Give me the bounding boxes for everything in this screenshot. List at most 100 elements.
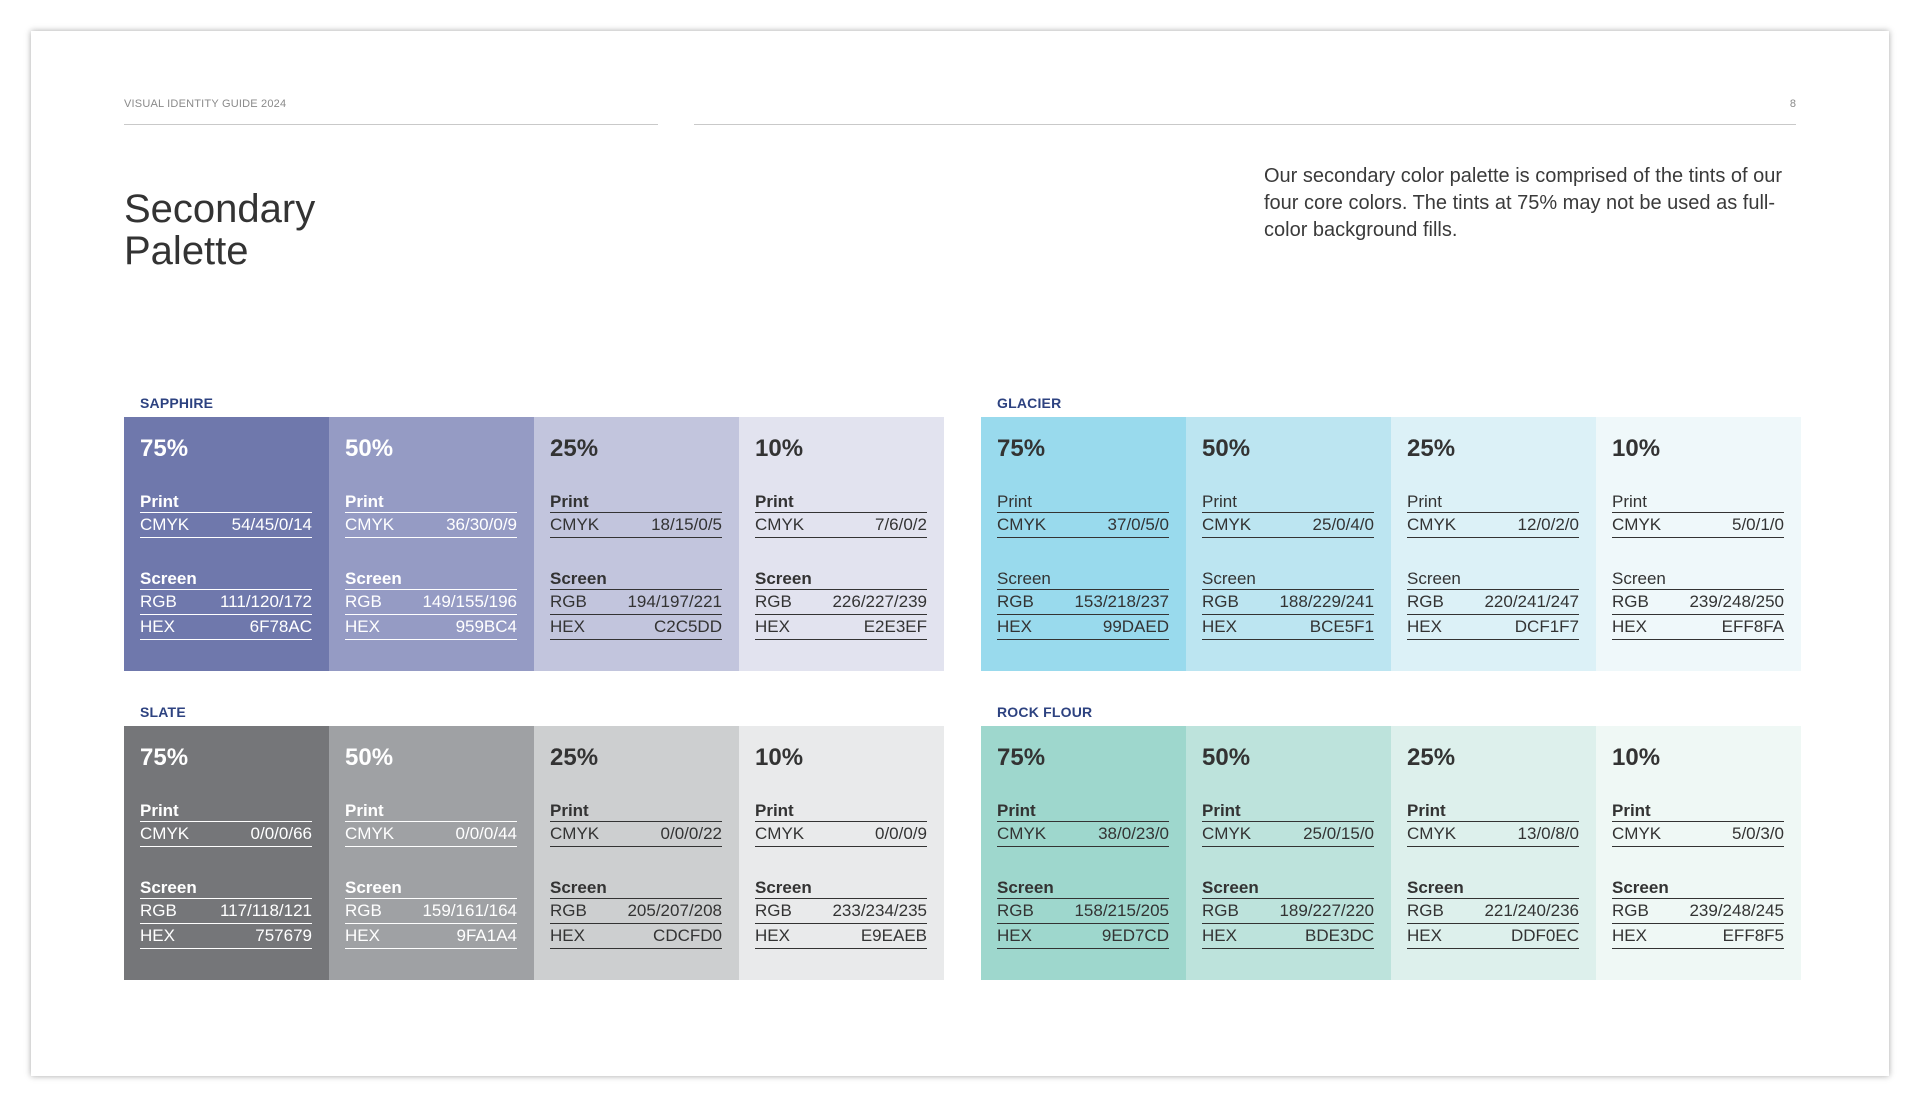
rgb-value: 239/248/245 [1689, 901, 1784, 920]
spacer [1202, 847, 1374, 877]
screen-label: Screen [755, 569, 812, 588]
tint-percentage: 25% [1407, 744, 1456, 771]
palette-group-glacier: GLACIER 75% Print CMYK 37/0/5/0 Screen RGB 153/… [981, 395, 1801, 671]
screen-label: Screen [1202, 569, 1256, 588]
hex-value: DCF1F7 [1514, 617, 1579, 636]
cmyk-label: CMYK [550, 515, 600, 534]
spacer [997, 847, 1169, 877]
cmyk-value: 18/15/0/5 [651, 515, 722, 534]
swatch-row: 75% Print CMYK 0/0/0/66 Screen RGB 117/118/121… [124, 726, 944, 980]
intro-paragraph: Our secondary color palette is comprised… [1264, 165, 1783, 241]
spacer [550, 847, 722, 877]
hex-label: HEX [755, 617, 790, 636]
cmyk-label: CMYK [1407, 824, 1457, 843]
rgb-row: RGB 220/241/247 [1407, 589, 1579, 614]
cmyk-label: CMYK [997, 515, 1047, 534]
cmyk-label: CMYK [1612, 515, 1662, 534]
hex-row: HEX 757679 [140, 923, 312, 949]
cmyk-value: 25/0/4/0 [1312, 515, 1374, 534]
cmyk-row: CMYK 25/0/15/0 [1202, 821, 1374, 847]
rgb-label: RGB [550, 592, 587, 611]
screen-label: Screen [345, 878, 402, 897]
tint-percentage: 25% [550, 744, 599, 771]
rgb-label: RGB [550, 901, 587, 920]
cmyk-label: CMYK [997, 824, 1047, 843]
rgb-label: RGB [997, 592, 1034, 611]
print-label: Print [140, 801, 179, 820]
hex-row: HEX C2C5DD [550, 614, 722, 640]
hex-value: E9EAEB [860, 926, 927, 945]
palette-group-slate: SLATE 75% Print CMYK 0/0/0/66 Screen RGB 117/11… [124, 704, 944, 980]
screen-label: Screen [997, 569, 1051, 588]
tint-percentage: 75% [997, 435, 1046, 462]
spacer [345, 538, 517, 568]
tint-percentage: 50% [1202, 744, 1251, 771]
rgb-label: RGB [755, 901, 792, 920]
hex-value: BCE5F1 [1309, 617, 1374, 636]
hex-label: HEX [345, 617, 380, 636]
spacer [140, 538, 312, 568]
hex-label: HEX [755, 926, 790, 945]
rgb-row: RGB 194/197/221 [550, 589, 722, 614]
rgb-row: RGB 158/215/205 [997, 898, 1169, 923]
rgb-row: RGB 239/248/250 [1612, 589, 1784, 614]
document-page: VISUAL IDENTITY GUIDE 2024 8 Secondary P… [31, 31, 1889, 1076]
cmyk-row: CMYK 0/0/0/66 [140, 821, 312, 847]
print-label: Print [1407, 492, 1442, 511]
cmyk-row: CMYK 5/0/3/0 [1612, 821, 1784, 847]
rgb-value: 158/215/205 [1074, 901, 1169, 920]
rgb-value: 149/155/196 [422, 592, 517, 611]
hex-row: HEX BCE5F1 [1202, 614, 1374, 640]
cmyk-value: 0/0/0/44 [455, 824, 517, 843]
rgb-label: RGB [345, 592, 382, 611]
hex-label: HEX [1407, 617, 1442, 636]
hex-value: CDCFD0 [653, 926, 722, 945]
screen-label: Screen [1202, 878, 1259, 897]
color-swatch: 10% Print CMYK 7/6/0/2 Screen RGB 226/227/239 H… [739, 417, 944, 671]
screen-label: Screen [1407, 878, 1464, 897]
rgb-row: RGB 239/248/245 [1612, 898, 1784, 923]
spacer [1407, 538, 1579, 568]
rgb-label: RGB [1202, 901, 1239, 920]
rgb-value: 117/118/121 [219, 901, 312, 920]
hex-label: HEX [1612, 617, 1647, 636]
cmyk-value: 0/0/0/9 [875, 824, 927, 843]
screen-label: Screen [1612, 878, 1669, 897]
print-label: Print [550, 492, 589, 511]
rgb-label: RGB [140, 592, 177, 611]
hex-label: HEX [997, 926, 1032, 945]
swatch-row: 75% Print CMYK 54/45/0/14 Screen RGB 111/120/1… [124, 417, 944, 671]
tint-percentage: 10% [755, 435, 804, 462]
color-swatch: 75% Print CMYK 0/0/0/66 Screen RGB 117/118/121… [124, 726, 329, 980]
cmyk-label: CMYK [1612, 824, 1662, 843]
rgb-row: RGB 205/207/208 [550, 898, 722, 923]
hex-value: C2C5DD [653, 617, 722, 636]
cmyk-label: CMYK [140, 515, 190, 534]
cmyk-value: 54/45/0/14 [231, 515, 312, 534]
rgb-label: RGB [755, 592, 792, 611]
tint-percentage: 10% [755, 744, 804, 771]
color-swatch: 25% Print CMYK 0/0/0/22 Screen RGB 205/207/208… [534, 726, 739, 980]
cmyk-label: CMYK [140, 824, 190, 843]
cmyk-label: CMYK [1407, 515, 1457, 534]
cmyk-value: 25/0/15/0 [1303, 824, 1374, 843]
hex-label: HEX [345, 926, 380, 945]
header-divider-left [124, 124, 658, 125]
rgb-row: RGB 226/227/239 [755, 589, 927, 614]
rgb-row: RGB 233/234/235 [755, 898, 927, 923]
rgb-row: RGB 149/155/196 [345, 589, 517, 614]
header-divider-right [694, 124, 1796, 125]
hex-row: HEX E9EAEB [755, 923, 927, 949]
cmyk-row: CMYK 0/0/0/9 [755, 821, 927, 847]
rgb-value: 226/227/239 [832, 592, 927, 611]
print-label: Print [140, 492, 179, 511]
rgb-value: 194/197/221 [627, 592, 722, 611]
cmyk-value: 37/0/5/0 [1107, 515, 1169, 534]
color-swatch: 75% Print CMYK 37/0/5/0 Screen RGB 153/218/237… [981, 417, 1186, 671]
hex-row: HEX 9ED7CD [997, 923, 1169, 949]
spacer [1612, 538, 1784, 568]
hex-label: HEX [1612, 926, 1647, 945]
cmyk-row: CMYK 38/0/23/0 [997, 821, 1169, 847]
print-label: Print [997, 801, 1036, 820]
cmyk-row: CMYK 7/6/0/2 [755, 512, 927, 538]
